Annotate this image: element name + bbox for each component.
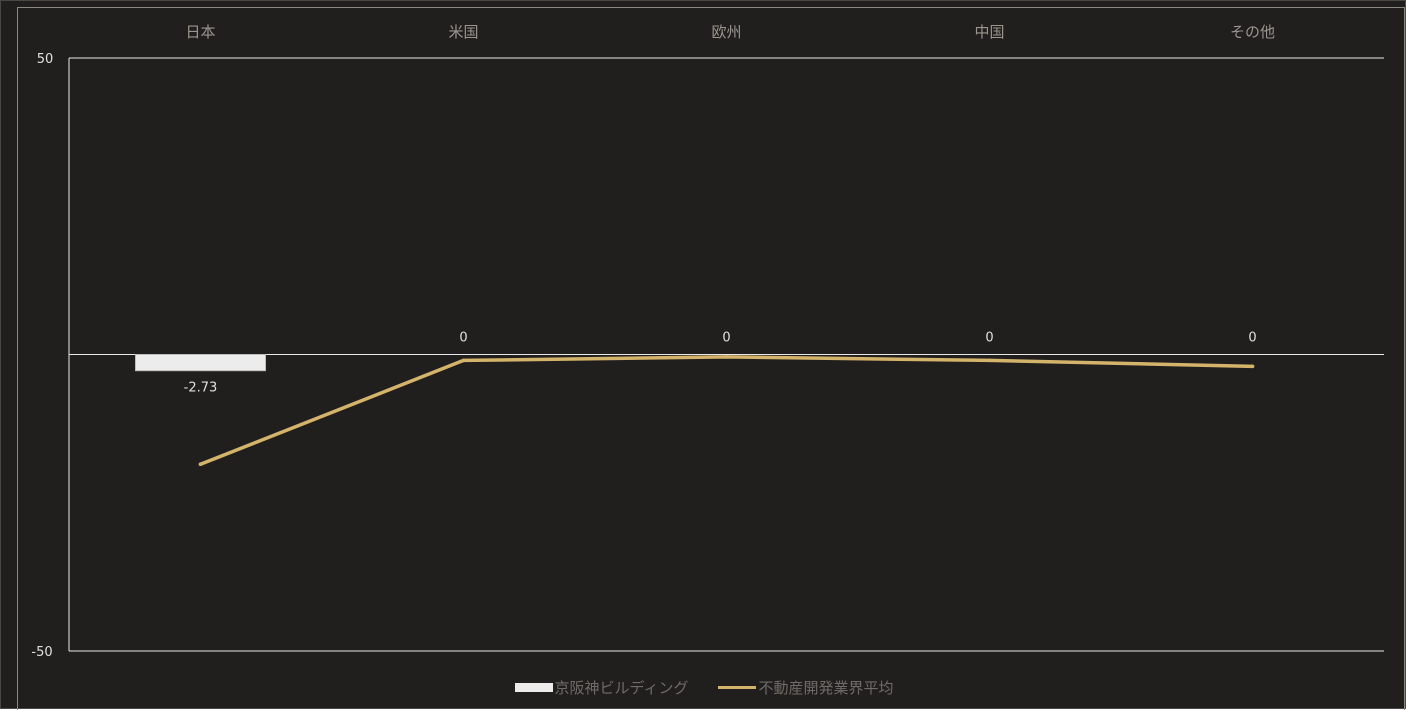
line-series bbox=[198, 355, 1255, 466]
plot-border bbox=[17, 7, 1405, 710]
bar-value-label: 0 bbox=[985, 331, 993, 346]
line-point bbox=[724, 355, 729, 359]
legend-item-bar[interactable]: 京阪神ビルディング bbox=[514, 677, 689, 698]
bar-value-label: 0 bbox=[1248, 331, 1256, 346]
line-point bbox=[198, 462, 203, 467]
category-label: 中国 bbox=[974, 23, 1004, 41]
bar-value-label: 0 bbox=[722, 331, 730, 346]
legend: 京阪神ビルディング 不動産開発業界平均 bbox=[1, 675, 1406, 699]
bar-value-label: -2.73 bbox=[184, 381, 218, 396]
legend-bar-swatch bbox=[514, 682, 553, 692]
line-point bbox=[1250, 364, 1255, 369]
line-point bbox=[987, 358, 992, 363]
category-label: その他 bbox=[1230, 23, 1275, 41]
y-tick-label: -50 bbox=[31, 645, 52, 660]
bar bbox=[135, 354, 266, 372]
legend-line-swatch bbox=[718, 685, 757, 689]
legend-bar-label: 京阪神ビルディング bbox=[554, 678, 689, 697]
line-point bbox=[461, 358, 466, 363]
category-label: 日本 bbox=[185, 23, 215, 41]
category-label: 欧州 bbox=[711, 23, 741, 41]
category-label: 米国 bbox=[448, 23, 478, 41]
legend-line-label: 不動産開発業界平均 bbox=[758, 678, 894, 697]
bar-value-label: 0 bbox=[459, 331, 467, 346]
legend-item-line[interactable]: 不動産開発業界平均 bbox=[718, 677, 893, 698]
y-tick-label: 50 bbox=[37, 52, 54, 67]
